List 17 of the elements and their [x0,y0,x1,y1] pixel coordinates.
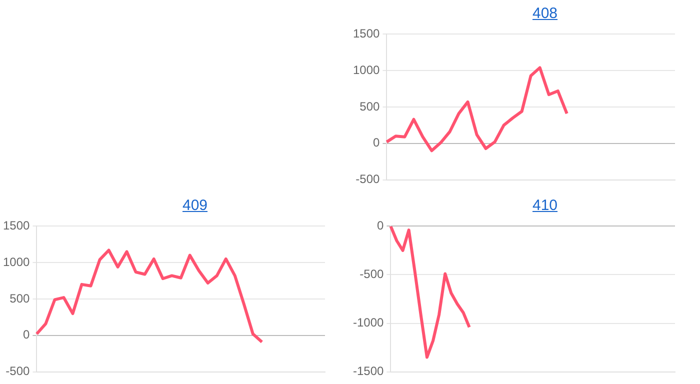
y-tick-label: 0 [377,218,384,233]
y-tick-label: -500 [356,172,380,186]
chart-title: 410 [531,196,559,216]
chart-title: 409 [181,196,209,216]
y-tick-label: 1000 [2,254,30,269]
chart-title: 408 [531,4,559,24]
y-tick-label: -1500 [352,364,384,378]
y-tick-label: 0 [373,136,380,150]
y-tick-label: -500 [6,364,30,378]
y-tick-label: 0 [23,328,30,342]
y-tick-label: 1500 [352,26,380,41]
y-tick-label: 500 [10,291,30,306]
y-tick-label: -500 [360,267,384,282]
y-tick-label: 1000 [352,62,380,77]
y-tick-label: -1000 [352,316,384,330]
y-tick-label: 1500 [2,218,30,233]
y-tick-label: 500 [360,99,380,114]
